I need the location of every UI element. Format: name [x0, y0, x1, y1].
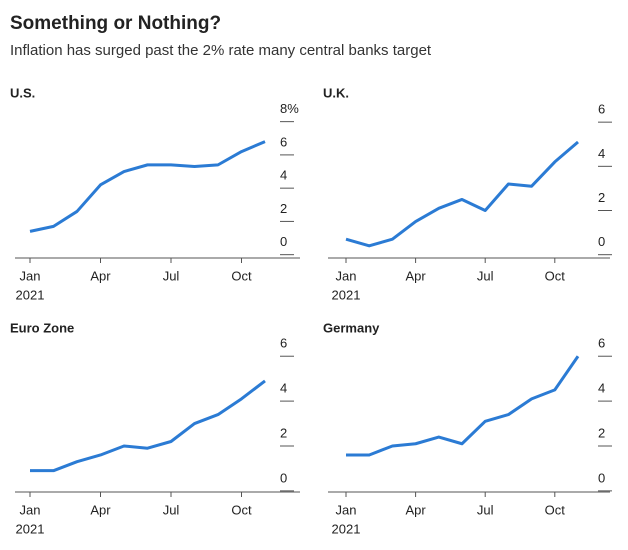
y-tick-label: 0 [598, 470, 605, 485]
panel-title: Euro Zone [10, 320, 74, 335]
y-tick-label: 6 [280, 134, 287, 149]
y-tick-label: 2 [598, 190, 605, 205]
page-title: Something or Nothing? [10, 13, 221, 34]
x-year-label: 2021 [332, 287, 361, 302]
x-tick-label: Oct [231, 268, 252, 283]
line [29, 140, 266, 233]
line [30, 379, 266, 473]
x-tick-label: Apr [90, 502, 111, 517]
x-tick-label: Apr [405, 502, 426, 517]
x-tick-label: Jan [20, 268, 41, 283]
y-tick-label: 8% [280, 101, 299, 116]
x-year-label: 2021 [16, 287, 45, 302]
x-tick-label: Oct [231, 502, 252, 517]
y-tick-label: 6 [598, 102, 605, 117]
y-tick-label: 0 [598, 234, 605, 249]
x-year-label: 2021 [16, 521, 45, 536]
panel-title: U.K. [323, 85, 349, 100]
x-tick-label: Jul [477, 268, 494, 283]
panel-title: Germany [323, 320, 380, 335]
y-tick-label: 6 [598, 336, 605, 351]
page-subtitle: Inflation has surged past the 2% rate ma… [10, 42, 432, 59]
x-tick-label: Jan [336, 268, 357, 283]
x-tick-label: Jul [163, 502, 180, 517]
y-tick-label: 0 [280, 470, 287, 485]
y-tick-label: 4 [280, 168, 287, 183]
panel-title: U.S. [10, 85, 35, 100]
x-year-label: 2021 [332, 521, 361, 536]
y-tick-label: 2 [280, 201, 287, 216]
x-tick-label: Jan [336, 502, 357, 517]
y-tick-label: 2 [280, 425, 287, 440]
line [346, 355, 580, 457]
y-tick-label: 2 [598, 425, 605, 440]
x-tick-label: Apr [405, 268, 426, 283]
x-tick-label: Jul [477, 502, 494, 517]
x-tick-label: Oct [545, 268, 566, 283]
y-tick-label: 0 [280, 234, 287, 249]
x-tick-label: Jul [163, 268, 180, 283]
y-tick-label: 6 [280, 336, 287, 351]
y-tick-label: 4 [598, 146, 605, 161]
line [345, 140, 579, 248]
y-tick-label: 4 [598, 381, 605, 396]
y-tick-label: 4 [280, 381, 287, 396]
x-tick-label: Apr [90, 268, 111, 283]
x-tick-label: Oct [545, 502, 566, 517]
x-tick-label: Jan [20, 502, 41, 517]
